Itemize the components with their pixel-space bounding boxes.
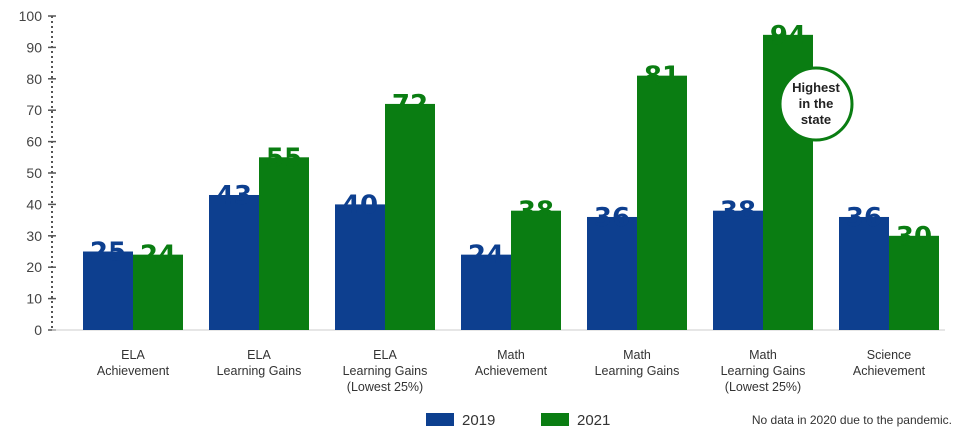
y-tick-label: 20 bbox=[26, 259, 42, 275]
data-label-2019: 38 bbox=[720, 197, 756, 227]
data-label-2021: 94 bbox=[770, 21, 806, 51]
bar-2021 bbox=[889, 235, 939, 330]
callout: Highest in the state bbox=[778, 66, 854, 142]
legend-label-2019: 2019 bbox=[462, 412, 495, 429]
legend-label-2021: 2021 bbox=[577, 412, 610, 429]
data-label-2019: 36 bbox=[846, 203, 882, 233]
y-tick-label: 90 bbox=[26, 39, 42, 55]
y-tick-label: 60 bbox=[26, 134, 42, 150]
category-label: Math Learning Gains (Lowest 25%) bbox=[721, 348, 806, 394]
bar-2019 bbox=[335, 204, 385, 330]
data-label-2021: 38 bbox=[518, 197, 554, 227]
category-labels: ELA Achievement ELA Learning Gains ELA Learni… bbox=[97, 348, 926, 394]
data-labels: 25 24 43 55 40 72 24 38 36 81 38 94 36 30 bbox=[90, 21, 932, 271]
y-tick-label: 30 bbox=[26, 228, 42, 244]
bar-2021 bbox=[259, 157, 309, 330]
category-label: Math Learning Gains bbox=[595, 348, 680, 378]
y-tick-label: 80 bbox=[26, 71, 42, 87]
bar-2019 bbox=[83, 251, 133, 330]
bar-2021 bbox=[637, 75, 687, 330]
data-label-2021: 24 bbox=[140, 241, 176, 271]
bar-2021 bbox=[133, 254, 183, 330]
bar-2019 bbox=[587, 216, 637, 330]
category-label: ELA Learning Gains (Lowest 25%) bbox=[343, 348, 428, 394]
bar-2019 bbox=[713, 210, 763, 330]
bar-2019 bbox=[839, 216, 889, 330]
data-label-2019: 25 bbox=[90, 238, 126, 268]
y-tick-label: 0 bbox=[34, 322, 42, 338]
data-label-2019: 36 bbox=[594, 203, 630, 233]
data-label-2019: 40 bbox=[342, 190, 378, 220]
data-label-2019: 24 bbox=[468, 241, 504, 271]
bar-2019 bbox=[209, 194, 259, 330]
data-label-2021: 81 bbox=[644, 62, 680, 92]
category-label: ELA Achievement bbox=[97, 348, 170, 378]
legend-swatch-2021 bbox=[541, 413, 569, 426]
y-tick-label: 40 bbox=[26, 196, 42, 212]
category-label: ELA Learning Gains bbox=[217, 348, 302, 378]
bar-2019 bbox=[461, 254, 511, 330]
y-tick-label: 70 bbox=[26, 102, 42, 118]
data-label-2021: 55 bbox=[266, 143, 302, 173]
bars bbox=[83, 34, 939, 331]
legend-swatch-2019 bbox=[426, 413, 454, 426]
legend: 2019 2021 bbox=[426, 412, 610, 429]
bar-2021 bbox=[385, 103, 435, 330]
y-tick-label: 100 bbox=[19, 8, 43, 24]
data-label-2021: 30 bbox=[896, 222, 932, 252]
data-label-2019: 43 bbox=[216, 181, 252, 211]
category-label: Math Achievement bbox=[475, 348, 548, 378]
callout-circle bbox=[778, 66, 854, 142]
chart-note: No data in 2020 due to the pandemic. bbox=[752, 413, 952, 427]
y-tick-label: 50 bbox=[26, 165, 42, 181]
data-label-2021: 72 bbox=[392, 90, 428, 120]
bar-2021 bbox=[511, 210, 561, 330]
category-label: Science Achievement bbox=[853, 348, 926, 378]
callout-text: Highest in the state bbox=[792, 80, 840, 127]
y-tick-label: 10 bbox=[26, 291, 42, 307]
